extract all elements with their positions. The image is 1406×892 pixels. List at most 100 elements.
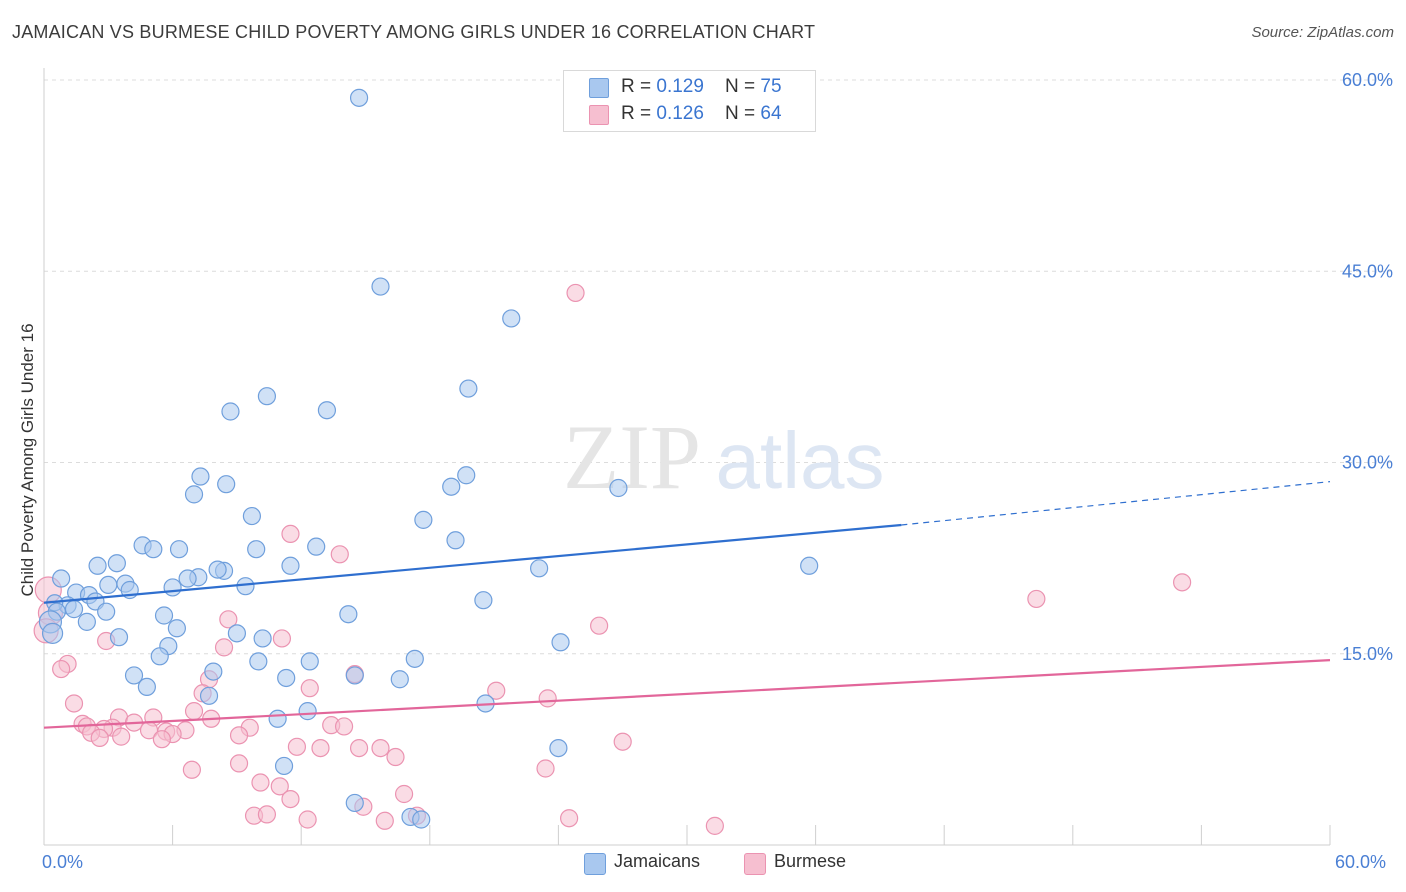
burmese-swatch [589, 105, 609, 125]
chart-title: JAMAICAN VS BURMESE CHILD POVERTY AMONG … [12, 22, 816, 42]
jamaicans-points [38, 88, 819, 829]
burmese-point [613, 732, 632, 751]
y-axis-label: Child Poverty Among Girls Under 16 [18, 323, 37, 597]
jamaicans-point [307, 537, 326, 556]
jamaicans-point [184, 485, 204, 504]
jamaicans-point [274, 756, 294, 776]
axes [43, 68, 1331, 846]
jamaicans-point [317, 401, 337, 420]
burmese-point [229, 726, 249, 745]
burmese-point [152, 730, 171, 749]
jamaicans-point [551, 633, 570, 652]
jamaicans-point [137, 677, 156, 697]
jamaicans-point [371, 277, 390, 296]
jamaicans-point [242, 506, 262, 526]
jamaicans-point [217, 475, 236, 494]
burmese-point [64, 694, 84, 713]
jamaicans-point [247, 540, 266, 559]
jamaicans-point [41, 622, 64, 644]
jamaicans-point [457, 466, 476, 485]
source-label: Source: ZipAtlas.com [1251, 24, 1394, 41]
burmese-point [371, 738, 390, 758]
burmese-point [90, 728, 109, 748]
jamaicans-point [298, 702, 317, 721]
jamaicans-point [390, 670, 409, 689]
jamaicans-point [107, 554, 126, 573]
burmese-point [257, 805, 277, 824]
jamaicans-point [178, 569, 197, 588]
correlation-legend: R = 0.129 N = 75 R = 0.126 N = 64 [563, 70, 816, 132]
jamaicans-point [109, 628, 129, 647]
jamaicans-point [249, 652, 268, 671]
r-value-jamaicans: 0.129 [656, 76, 704, 97]
burmese-point [270, 777, 289, 796]
burmese-point [300, 679, 319, 698]
burmese-point [219, 610, 238, 629]
trend-lines [43, 481, 1331, 729]
jamaicans-point [345, 666, 364, 685]
jamaicans-point [236, 577, 255, 596]
x-tick-max: 60.0% [1335, 852, 1387, 872]
jamaicans-point [349, 88, 369, 107]
y-tick-label: 30.0% [1342, 453, 1393, 473]
y-tick-label: 60.0% [1342, 70, 1393, 90]
jamaicans-point [124, 666, 144, 685]
jamaicans-point [257, 387, 277, 406]
jamaicans-point [77, 612, 96, 631]
watermark-atlas: atlas [716, 416, 885, 505]
jamaicans-point [97, 602, 116, 621]
burmese-point [298, 810, 317, 829]
jamaicans-point [405, 649, 424, 668]
watermark-zip: ZIP [563, 406, 701, 508]
burmese-point [214, 638, 234, 657]
jamaicans-point [52, 569, 71, 588]
jamaicans-point [800, 556, 819, 575]
burmese-point [112, 727, 131, 746]
n-label: N = [725, 76, 761, 97]
jamaicans-point [474, 591, 493, 610]
jamaicans-point [446, 531, 465, 550]
jamaicans-point [204, 662, 223, 681]
jamaicans-point [609, 478, 628, 498]
jamaicans-point [530, 559, 549, 578]
jamaicans-point [339, 605, 358, 624]
burmese-point [705, 816, 724, 835]
x-tick-min: 0.0% [42, 852, 84, 872]
jamaicans-point [227, 624, 246, 643]
jamaicans-point [163, 578, 182, 597]
r-label: R = [621, 76, 657, 97]
r-value-burmese: 0.126 [656, 103, 704, 124]
burmese-trend-line [43, 659, 1331, 729]
jamaicans-point [169, 540, 189, 559]
burmese-point [287, 737, 307, 756]
burmese-point [487, 681, 506, 700]
legend-label-burmese: Burmese [774, 851, 847, 871]
jamaicans-point [502, 309, 521, 328]
burmese-point [281, 524, 300, 544]
jamaicans-point [167, 619, 186, 638]
jamaicans-point [99, 575, 118, 595]
jamaicans-point [154, 606, 174, 625]
y-tick-label: 45.0% [1342, 261, 1393, 281]
jamaicans-trend-extension [901, 481, 1331, 526]
burmese-point [184, 702, 204, 721]
jamaicans-point [459, 379, 478, 398]
legend-label-jamaicans: Jamaicans [614, 851, 701, 871]
jamaicans-point [191, 467, 210, 486]
jamaicans-point [199, 686, 219, 705]
y-tick-labels: 15.0% 30.0% 45.0% 60.0% [1342, 70, 1393, 664]
burmese-point [566, 283, 585, 303]
burmese-point [334, 717, 354, 736]
burmese-point [375, 811, 394, 830]
burmese-point [281, 789, 300, 809]
jamaicans-point [268, 709, 287, 728]
burmese-point [251, 773, 270, 792]
jamaicans-point [253, 629, 272, 648]
n-value-jamaicans: 75 [760, 76, 782, 97]
jamaicans-point [277, 668, 296, 688]
jamaicans-point [414, 510, 433, 529]
jamaicans-point [549, 738, 568, 758]
burmese-point [536, 759, 555, 778]
jamaicans-point [300, 652, 319, 671]
jamaicans-point [221, 402, 240, 421]
